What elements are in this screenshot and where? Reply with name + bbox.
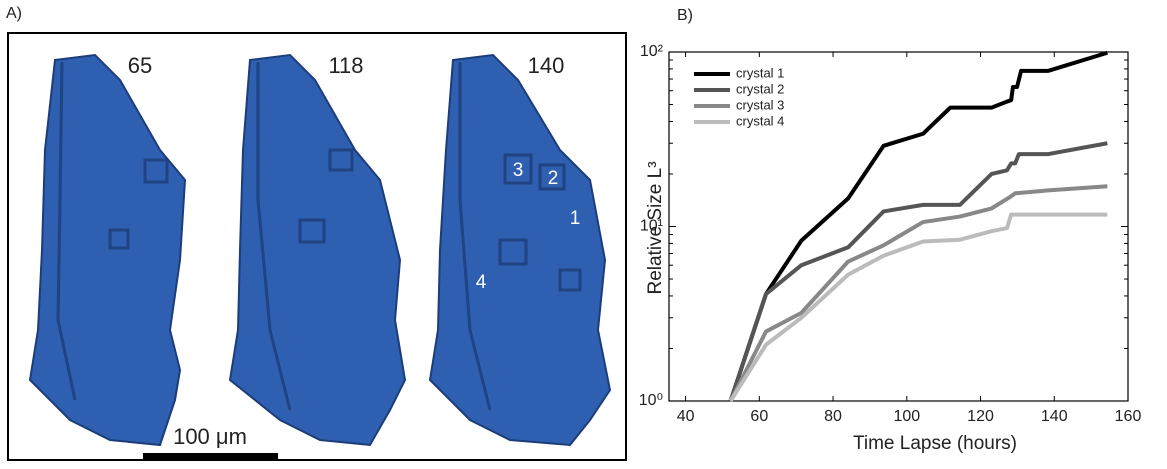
line [728,141,1108,402]
y-tick-label: 10² [640,43,664,60]
legend-label: crystal 2 [736,81,784,96]
crystal-texture [56,61,582,411]
panel-label: A) [6,5,22,22]
crystal-image [428,53,612,447]
x-tick-label: 120 [967,408,994,425]
frame-label: 118 [328,53,363,78]
x-tick-label: 100 [893,408,920,425]
legend-label: crystal 1 [736,65,784,80]
x-axis-title: Time Lapse (hours) [853,433,1017,454]
image-frame [7,32,627,461]
scale-bar [143,453,278,460]
frame-label: 65 [128,53,152,78]
y-tick-label: 10⁰ [639,392,663,409]
crystal-label: 4 [476,272,487,293]
line [728,184,1108,402]
crystal-image [28,53,187,447]
y-tick-label: 10¹ [640,218,663,235]
legend-label: crystal 4 [736,113,784,128]
scale-label: 100 μm [173,424,247,449]
crystal-images [28,53,612,447]
x-tick-label: 40 [677,408,695,425]
legend-label: crystal 3 [736,97,784,112]
crystal-label: 2 [548,168,559,189]
crystal-label: 1 [570,208,581,229]
x-tick-label: 60 [750,408,768,425]
panel-label: B) [677,7,693,24]
x-tick-label: 80 [824,408,842,425]
y-axis-title: Relative Size L³ [645,161,666,294]
x-tick-label: 160 [1115,408,1142,425]
line [728,212,1108,403]
crystal-image [228,53,407,447]
crystal-label: 3 [513,160,524,181]
line [728,50,1108,402]
x-tick-label: 140 [1041,408,1068,425]
frame-label: 140 [528,53,565,78]
